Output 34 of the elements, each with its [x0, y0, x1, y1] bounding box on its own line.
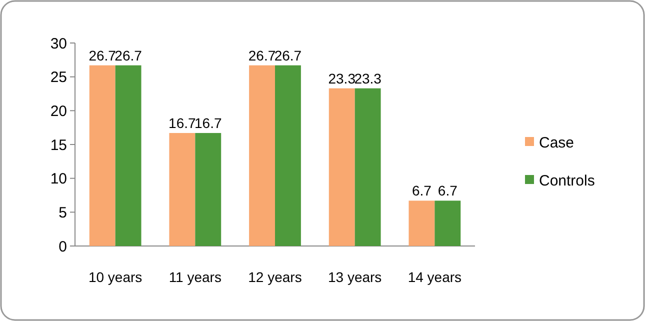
- data-label: 16.7: [194, 114, 222, 131]
- bar: [195, 132, 222, 246]
- legend-label: Controls: [539, 172, 595, 190]
- y-tick-label: 25: [50, 69, 67, 86]
- data-label: 26.7: [88, 47, 116, 64]
- data-label: 16.7: [168, 114, 196, 131]
- legend-label: Case: [539, 134, 574, 152]
- data-label: 26.7: [274, 47, 302, 64]
- y-tick-label: 0: [58, 238, 67, 256]
- y-tick-label: 5: [58, 204, 67, 222]
- data-label: 6.7: [412, 182, 432, 199]
- data-label: 6.7: [438, 182, 458, 199]
- data-label: 23.3: [328, 70, 356, 86]
- y-tick-label: 15: [50, 136, 67, 154]
- data-label: 26.7: [248, 47, 276, 64]
- x-tick-label: 11 years: [168, 269, 222, 285]
- y-tick-label: 20: [50, 102, 67, 120]
- bar: [434, 200, 461, 246]
- bar: [115, 65, 142, 246]
- x-tick-label: 13 years: [328, 269, 382, 285]
- x-tick-label: 10 years: [88, 269, 142, 285]
- data-label: 26.7: [114, 47, 142, 64]
- bar: [328, 88, 355, 246]
- bar: [169, 132, 196, 246]
- bar: [354, 88, 381, 246]
- y-tick-label: 10: [50, 170, 67, 188]
- x-tick-label: 12 years: [248, 269, 302, 285]
- y-tick-label: 30: [50, 35, 67, 52]
- bar: [275, 65, 301, 246]
- bar: [89, 65, 116, 246]
- bar: [408, 200, 435, 246]
- x-tick-label: 14 years: [408, 269, 462, 285]
- data-label: 23.3: [354, 70, 382, 86]
- bar: [249, 65, 275, 246]
